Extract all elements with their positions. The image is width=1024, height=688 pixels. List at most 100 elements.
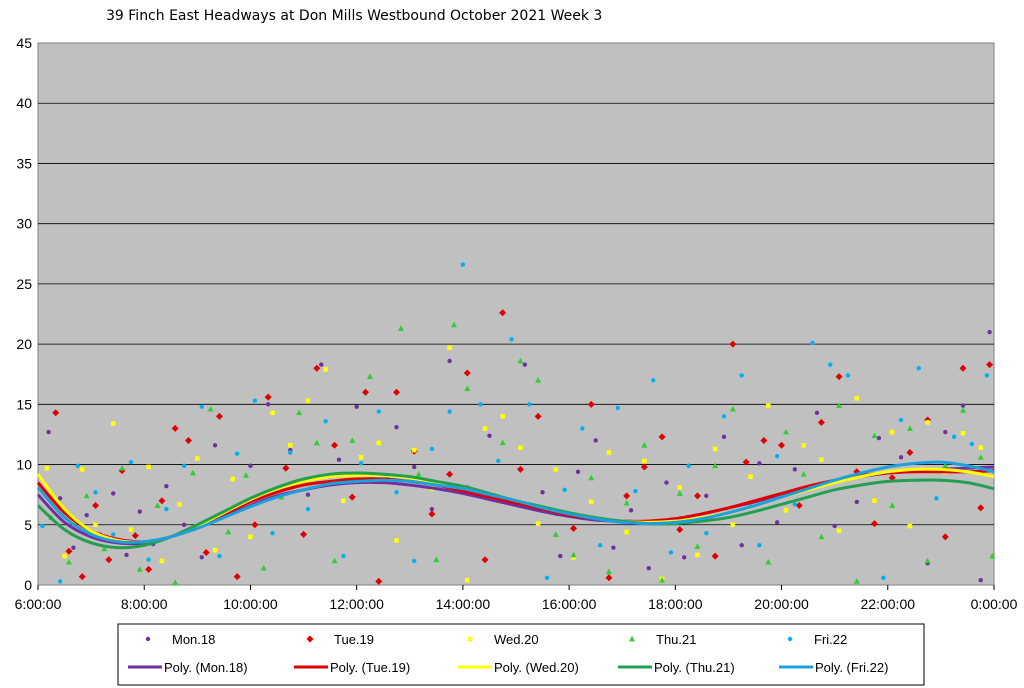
- data-point: [394, 538, 399, 543]
- data-point: [562, 487, 567, 493]
- y-tick-label: 5: [24, 517, 32, 533]
- data-point: [40, 523, 45, 529]
- data-point: [694, 543, 701, 549]
- data-point: [105, 556, 113, 564]
- x-tick-label: 8:00:00: [121, 596, 168, 612]
- data-point: [730, 522, 736, 528]
- data-point: [712, 462, 719, 469]
- data-point: [978, 445, 984, 450]
- data-point: [411, 447, 417, 453]
- data-point: [659, 576, 666, 583]
- data-point: [817, 418, 825, 426]
- data-point: [623, 492, 631, 500]
- data-point: [500, 414, 506, 419]
- series-fri-22: [40, 262, 990, 584]
- data-point: [323, 367, 328, 372]
- data-point: [358, 461, 364, 466]
- data-point: [243, 472, 250, 478]
- data-point: [819, 457, 824, 463]
- data-point: [375, 577, 383, 585]
- data-point: [251, 521, 259, 529]
- data-point: [393, 388, 400, 396]
- data-point: [412, 464, 417, 470]
- data-point: [704, 531, 709, 536]
- data-point: [898, 455, 904, 460]
- data-point: [605, 568, 612, 575]
- data-point: [942, 462, 949, 469]
- data-point: [128, 527, 134, 532]
- data-point: [159, 558, 165, 564]
- data-point: [225, 528, 232, 535]
- data-point: [101, 545, 108, 552]
- scatter-points: [40, 262, 996, 585]
- data-point: [765, 558, 772, 565]
- data-point: [136, 566, 143, 572]
- data-point: [986, 361, 994, 369]
- data-point: [171, 424, 179, 432]
- data-point: [835, 373, 843, 381]
- data-point: [783, 508, 789, 513]
- data-point: [429, 506, 435, 512]
- data-point: [765, 403, 771, 408]
- data-point: [593, 438, 598, 443]
- data-point: [522, 362, 528, 367]
- data-point: [676, 526, 684, 534]
- data-point: [693, 492, 701, 500]
- data-point: [960, 403, 966, 408]
- data-point: [270, 410, 275, 416]
- data-point: [651, 378, 656, 383]
- data-point: [570, 551, 577, 558]
- y-tick-label: 10: [16, 457, 32, 473]
- data-point: [78, 573, 86, 581]
- data-point: [199, 404, 204, 409]
- data-point: [721, 434, 727, 440]
- data-point: [195, 456, 200, 461]
- data-point: [62, 553, 67, 559]
- data-point: [872, 498, 877, 503]
- data-point: [282, 464, 290, 472]
- data-point: [518, 445, 523, 450]
- data-point: [924, 557, 931, 564]
- data-point: [792, 502, 798, 507]
- data-point: [358, 455, 364, 460]
- data-point: [757, 461, 762, 466]
- data-point: [215, 412, 223, 420]
- legend-box: [117, 623, 925, 686]
- data-point: [164, 484, 169, 489]
- data-point: [571, 554, 576, 560]
- data-point: [181, 522, 187, 527]
- data-point: [433, 556, 440, 563]
- data-point: [934, 496, 939, 501]
- data-point: [941, 533, 949, 541]
- data-point: [623, 499, 630, 506]
- data-point: [739, 373, 744, 378]
- data-point: [354, 404, 359, 409]
- x-tick-label: 0:00:00: [971, 596, 1018, 612]
- data-point: [906, 425, 913, 431]
- data-point: [729, 405, 736, 412]
- data-point: [248, 534, 253, 540]
- data-point: [640, 463, 648, 471]
- data-point: [65, 547, 73, 555]
- data-point: [916, 366, 921, 371]
- data-point: [362, 388, 370, 396]
- data-point: [465, 577, 470, 583]
- data-point: [57, 579, 63, 584]
- legend-label: Poly. (Wed.20): [494, 660, 579, 675]
- legend-label: Wed.20: [494, 632, 539, 647]
- data-point: [977, 454, 984, 460]
- data-point: [65, 558, 72, 565]
- data-point: [496, 458, 501, 464]
- legend-label: Fri.22: [814, 632, 847, 647]
- legend-label: Poly. (Thu.21): [654, 660, 735, 675]
- data-point: [217, 553, 222, 559]
- data-point: [624, 529, 629, 535]
- data-point: [230, 476, 236, 482]
- data-point: [795, 502, 803, 510]
- data-point: [907, 523, 913, 529]
- data-point: [695, 552, 700, 558]
- data-point: [611, 545, 616, 550]
- data-point: [977, 504, 985, 512]
- legend-marker: [787, 636, 793, 642]
- data-point: [641, 442, 648, 448]
